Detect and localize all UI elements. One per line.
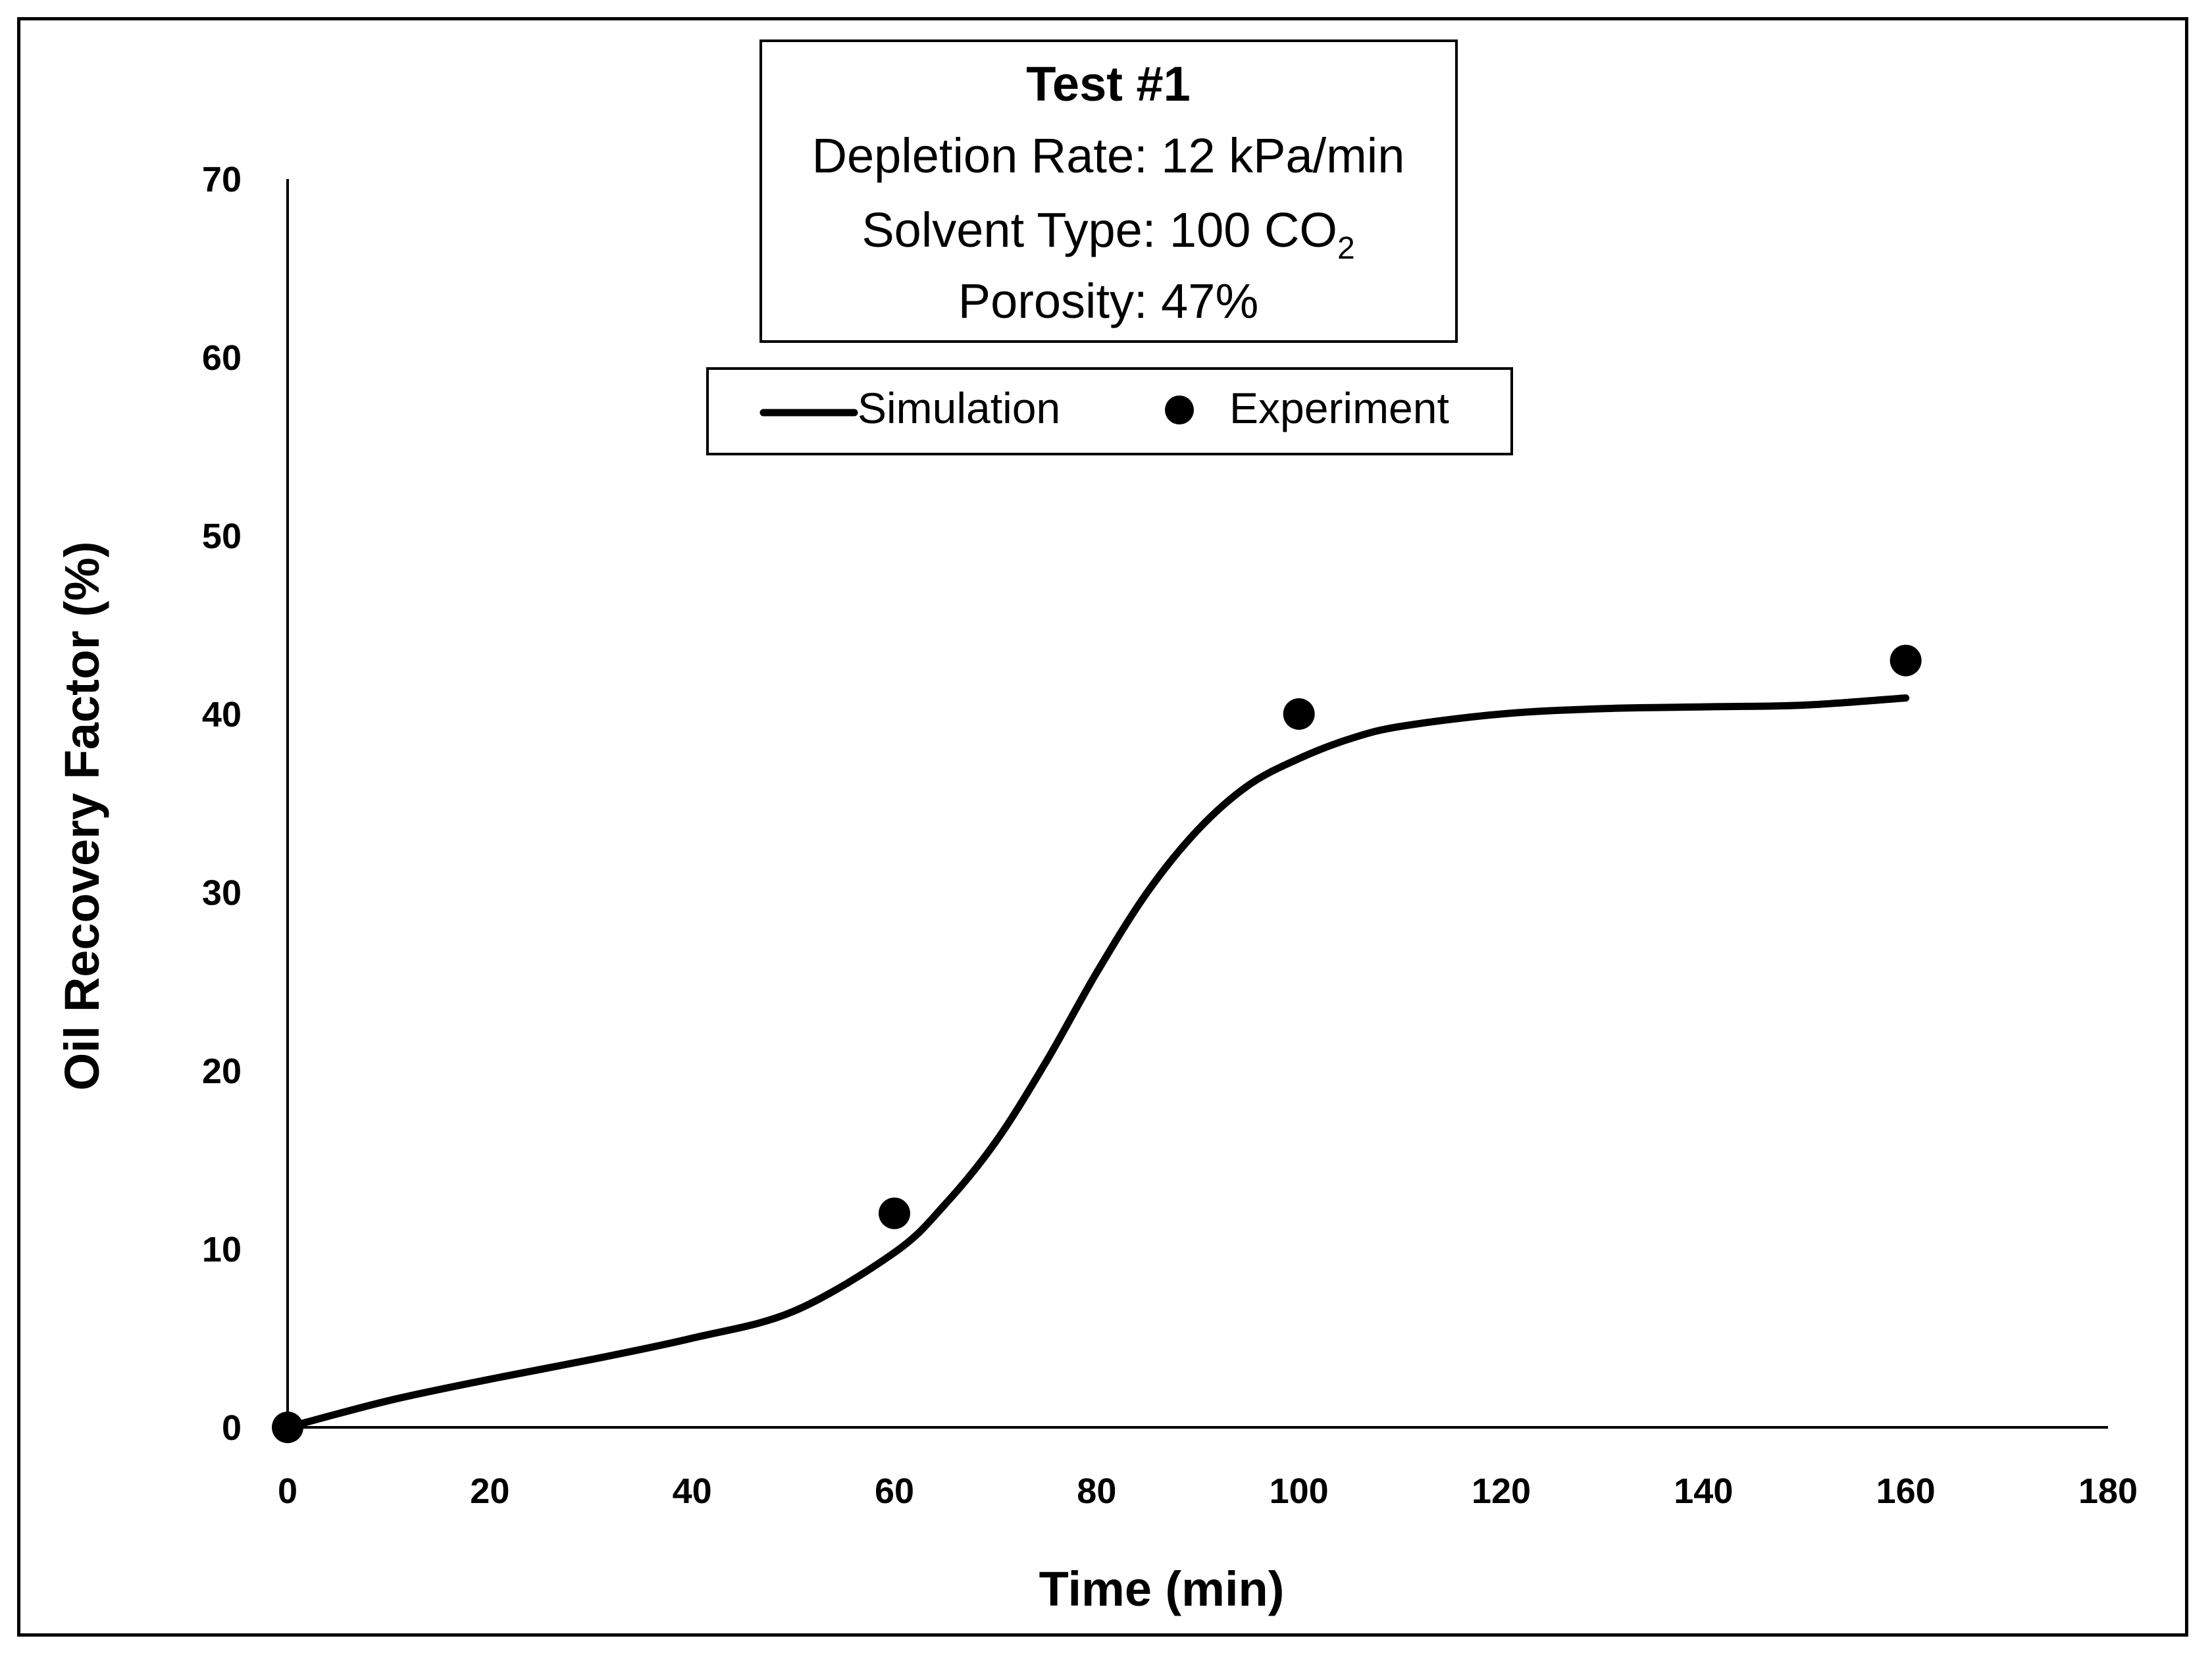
- y-tick-label: 30: [202, 873, 242, 913]
- y-tick-label: 40: [202, 695, 242, 734]
- info-title: Test #1: [1026, 57, 1191, 111]
- legend-experiment-swatch: [1165, 396, 1194, 424]
- x-tick-label: 80: [1077, 1471, 1116, 1511]
- experiment-point: [272, 1412, 303, 1443]
- x-tick-label: 180: [2078, 1471, 2138, 1511]
- x-axis-title: Time (min): [1039, 1562, 1285, 1616]
- info-porosity: Porosity: 47%: [958, 274, 1259, 328]
- experiment-point: [879, 1197, 910, 1229]
- x-tick-label: 140: [1674, 1471, 1733, 1511]
- experiment-point: [1283, 698, 1315, 730]
- legend-experiment-label: Experiment: [1229, 384, 1449, 432]
- y-axis-title: Oil Recovery Factor (%): [55, 542, 109, 1091]
- x-tick-label: 0: [278, 1471, 297, 1511]
- info-solvent-main: Solvent Type: 100 CO: [862, 203, 1337, 257]
- x-tick-label: 20: [470, 1471, 509, 1511]
- experiment-point: [1890, 644, 1922, 676]
- legend: Simulation Experiment: [706, 367, 1513, 455]
- info-depletion-rate: Depletion Rate: 12 kPa/min: [812, 128, 1405, 183]
- series-layer: [272, 644, 1922, 1443]
- y-tick-label: 0: [222, 1408, 242, 1448]
- x-tick-label: 100: [1270, 1471, 1329, 1511]
- y-tick-labels: 0 10 20 30 40 50 60 70: [202, 160, 242, 1448]
- y-tick-label: 60: [202, 338, 242, 378]
- info-box: Test #1 Depletion Rate: 12 kPa/min Solve…: [759, 39, 1458, 343]
- x-tick-label: 160: [1876, 1471, 1936, 1511]
- y-tick-label: 70: [202, 160, 242, 199]
- x-tick-label: 60: [875, 1471, 914, 1511]
- info-solvent-type: Solvent Type: 100 CO2: [862, 203, 1354, 266]
- info-box-border: [759, 39, 1458, 343]
- simulation-line: [284, 694, 1910, 1431]
- y-tick-label: 50: [202, 517, 242, 556]
- legend-simulation-label: Simulation: [858, 384, 1060, 432]
- y-tick-label: 20: [202, 1052, 242, 1091]
- x-tick-label: 120: [1472, 1471, 1531, 1511]
- y-tick-label: 10: [202, 1230, 242, 1269]
- x-tick-labels: 0 20 40 60 80 100 120 140 160 180: [278, 1471, 2138, 1511]
- info-solvent-subscript: 2: [1337, 231, 1355, 266]
- x-tick-label: 40: [673, 1471, 712, 1511]
- axes: [286, 179, 2108, 1429]
